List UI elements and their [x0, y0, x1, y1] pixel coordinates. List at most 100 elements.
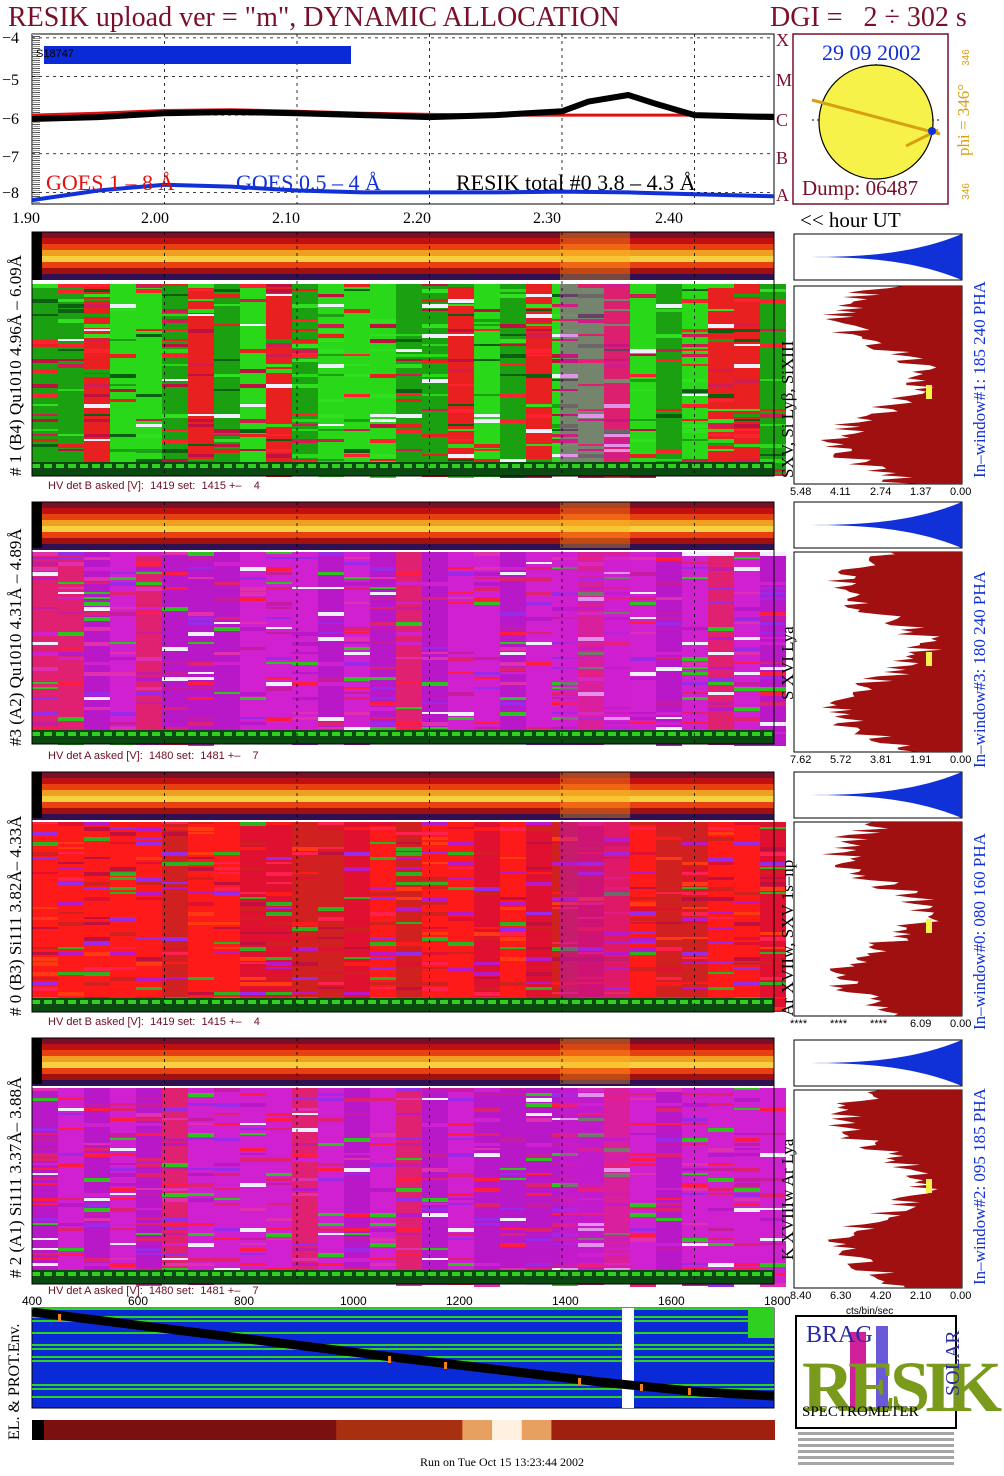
spectrogram-line [58, 902, 84, 906]
goes-axis-stripe [32, 50, 40, 51]
spectrogram-line [266, 627, 292, 629]
spectrum-band-row [32, 814, 774, 817]
spectrogram-line [370, 419, 396, 422]
spectrogram-line [188, 557, 214, 560]
spectrogram-line [734, 687, 760, 691]
spectrogram-line [734, 1243, 760, 1246]
spectrogram-line [396, 602, 422, 604]
spectrogram-line [136, 1123, 162, 1126]
spectrogram-line [578, 414, 604, 418]
pha-blue-shape [794, 502, 962, 548]
env-colorbar-cell [254, 1420, 264, 1440]
spectrogram-line [162, 384, 188, 387]
spectrogram-line [136, 329, 162, 331]
env-colorbar-cell [343, 1420, 353, 1440]
spectrogram-line [578, 917, 604, 919]
spectrogram-line [32, 982, 58, 985]
spectrogram-line [552, 304, 578, 307]
spectrogram-line [292, 712, 318, 714]
spectrogram-line [84, 592, 110, 594]
goes-class-letter: X [776, 30, 789, 50]
spectrogram-line [656, 1138, 682, 1142]
spectrogram-line [604, 712, 630, 714]
spectrogram-line [370, 424, 396, 428]
env-stripe [32, 1332, 774, 1334]
spectrogram-line [110, 1133, 136, 1137]
spectrogram-bottom-tick [260, 464, 268, 468]
spectrogram-line [318, 1098, 344, 1101]
env-colorbar-cell [158, 1420, 167, 1440]
spectrogram-bottom-tick [572, 1272, 580, 1276]
spectrogram-line [344, 309, 370, 313]
spectrogram-bottom-tick [680, 464, 688, 468]
spectrogram-line [266, 1178, 292, 1181]
sun-marker [928, 127, 936, 135]
spectrogram-line [760, 847, 786, 851]
env-colorbar-cell [529, 1420, 538, 1440]
spectrogram-line [708, 987, 734, 990]
spectrogram-line [552, 1223, 578, 1227]
spectrogram-line [630, 1158, 656, 1161]
spectrogram-bottom-tick [152, 732, 160, 736]
goes-axis-stripe [32, 190, 40, 191]
spectrogram-line [32, 1128, 58, 1131]
spectrogram-line [32, 1183, 58, 1185]
spectrogram-line [578, 882, 604, 885]
spectrogram-line [58, 1253, 84, 1256]
goes-axis-stripe [32, 124, 40, 125]
spectrogram-line [84, 339, 110, 341]
spectrogram-line [344, 1183, 370, 1185]
spectrogram-bottom-tick [608, 732, 616, 736]
spectrogram-line [162, 727, 188, 731]
spectrogram-line [58, 587, 84, 589]
spectrogram-line [422, 657, 448, 660]
spectrogram-line [318, 717, 344, 721]
spectrogram-line [240, 1203, 266, 1206]
spectrum-band-row [32, 796, 774, 799]
spectrogram-line [110, 389, 136, 392]
spectrogram-line [318, 622, 344, 624]
spectrogram-line [734, 429, 760, 431]
spectrogram-line [370, 562, 396, 566]
spectrogram-line [240, 1248, 266, 1251]
spectrogram-line [344, 374, 370, 377]
spectrogram-line [604, 1193, 630, 1196]
spectrogram-bottom-tick [548, 464, 556, 468]
spectrogram-column [526, 284, 552, 476]
spectrogram-line [448, 1098, 474, 1101]
spectrogram-bottom-tick [104, 464, 112, 468]
spectrogram-line [552, 1198, 578, 1202]
spectrogram-line [578, 1103, 604, 1106]
spectrogram-bottom-tick [116, 732, 124, 736]
env-colorbar-cell [410, 1420, 419, 1440]
spectrogram-bottom-tick [692, 1000, 700, 1004]
spectrogram-line [318, 364, 344, 368]
spectrogram-line [240, 822, 266, 826]
spectrogram-line [162, 852, 188, 856]
spectrogram-line [162, 572, 188, 575]
spectrogram-line [448, 1153, 474, 1157]
spectrogram-line [32, 727, 58, 731]
spectrogram-line [604, 727, 630, 729]
spectrogram-line [58, 947, 84, 949]
sun-date: 29 09 2002 [822, 40, 921, 65]
spectrogram-bottom-tick [188, 1000, 196, 1004]
spectrogram-line [240, 1148, 266, 1151]
spectrogram-line [526, 592, 552, 595]
env-stripe [32, 1308, 774, 1310]
pha-profile [827, 1090, 962, 1288]
spectrogram-line [188, 1223, 214, 1226]
env-colorbar-cell [328, 1420, 338, 1440]
spectrogram-line [32, 927, 58, 929]
spectrogram-line [578, 612, 604, 615]
spectrogram-line [32, 1158, 58, 1161]
spectrogram-line [708, 592, 734, 594]
spectrogram-line [84, 329, 110, 331]
spectrogram-line [630, 1213, 656, 1217]
env-colorbar-cell [647, 1420, 657, 1440]
spectrogram-line [474, 329, 500, 331]
spectrogram-bottom-tick [68, 464, 76, 468]
env-colorbar-cell [380, 1420, 390, 1440]
spectrogram-line [682, 917, 708, 921]
spectrogram-line [630, 572, 656, 576]
